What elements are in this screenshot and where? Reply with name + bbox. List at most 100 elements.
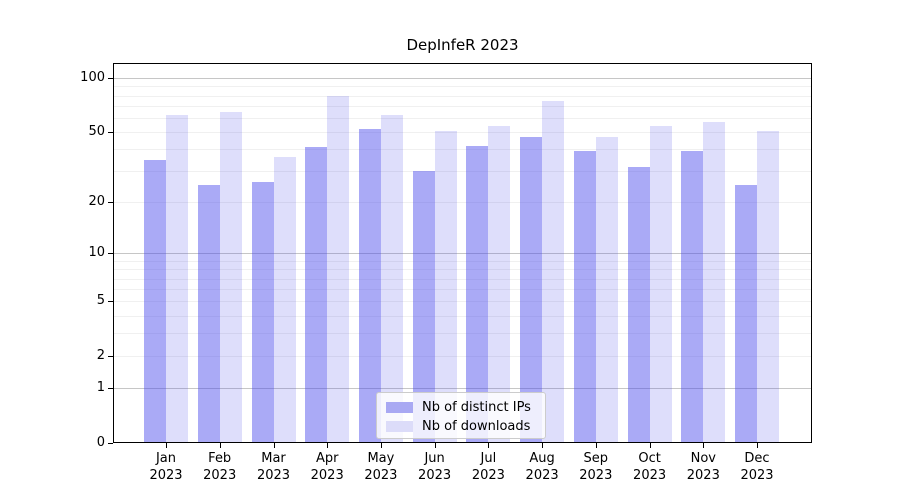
gridline-minor-y30 [113, 171, 812, 173]
x-tick-label-nov: Nov 2023 [673, 450, 733, 484]
bar-dec-downloads [757, 130, 779, 443]
x-tick-label-aug: Aug 2023 [512, 450, 572, 484]
gridline-minor-y8 [113, 269, 812, 271]
bar-dec-ips [735, 185, 757, 443]
bar-jul-ips [466, 145, 489, 443]
x-tick-oct [649, 443, 651, 448]
x-tick-label-year: 2023 [471, 468, 505, 483]
plot-area [113, 63, 812, 443]
bar-jan-ips [144, 159, 166, 443]
bar-feb-ips [197, 185, 220, 443]
bar-mar-downloads [273, 157, 296, 443]
bar-sep-downloads [595, 136, 618, 443]
gridline-minor-y2 [113, 356, 812, 358]
x-tick-label-year: 2023 [203, 468, 237, 483]
gridline-minor-y7 [113, 278, 812, 280]
y-tick-label-10: 10 [88, 245, 105, 261]
legend-label-distinct-ips: Nb of distinct IPs [422, 400, 531, 415]
gridline-minor-y90 [113, 86, 812, 88]
y-tick-label-100: 100 [80, 70, 105, 85]
gridline-major-y100 [113, 78, 812, 79]
x-tick-label-month: Jan [155, 451, 177, 466]
x-tick-label-month: Apr [315, 451, 339, 466]
x-tick-label-apr: Apr 2023 [297, 450, 357, 484]
x-tick-feb [219, 443, 221, 448]
x-tick-label-year: 2023 [633, 468, 667, 483]
x-tick-label-jun: Jun 2023 [405, 450, 465, 484]
gridline-minor-y50 [113, 132, 812, 133]
bar-may-ips [358, 129, 381, 443]
y-tick-1 [108, 388, 113, 390]
chart-title: DepInfeR 2023 [406, 36, 519, 54]
x-tick-sep [595, 443, 597, 448]
bar-jul-downloads [488, 126, 511, 443]
bar-apr-ips [305, 147, 328, 443]
legend-label-downloads: Nb of downloads [422, 419, 531, 434]
legend-item-downloads: Nb of downloads [386, 417, 536, 436]
bar-mar-ips [251, 182, 274, 443]
x-tick-label-may: May 2023 [351, 450, 411, 484]
x-tick-label-year: 2023 [579, 468, 613, 483]
x-tick-label-oct: Oct 2023 [620, 450, 680, 484]
bar-jun-downloads [434, 130, 457, 443]
y-tick-50 [108, 132, 113, 133]
gridline-minor-y20 [113, 202, 812, 204]
x-tick-label-month: Feb [208, 451, 232, 466]
x-tick-label-year: 2023 [418, 468, 452, 483]
x-tick-label-year: 2023 [256, 468, 291, 483]
y-tick-2 [108, 356, 113, 358]
bar-feb-downloads [219, 111, 242, 443]
x-tick-label-month: Jun [424, 451, 445, 466]
x-tick-label-month: Aug [529, 451, 555, 466]
legend: Nb of distinct IPs Nb of downloads [376, 392, 546, 439]
y-tick-5 [108, 301, 113, 303]
x-tick-label-year: 2023 [149, 468, 183, 483]
x-tick-aug [542, 443, 544, 448]
x-tick-jun [434, 443, 436, 448]
x-tick-label-month: May [367, 451, 395, 466]
x-tick-label-month: Dec [744, 451, 770, 466]
y-tick-100 [108, 78, 113, 79]
x-tick-label-month: Oct [638, 451, 661, 466]
bar-sep-ips [573, 151, 596, 443]
bar-aug-ips [520, 136, 543, 443]
y-tick-label-2: 2 [96, 348, 105, 364]
x-tick-may [380, 443, 382, 448]
legend-swatch-distinct-ips [386, 402, 413, 413]
x-tick-label-year: 2023 [310, 468, 344, 483]
gridline-minor-y3 [113, 333, 812, 335]
x-tick-jan [166, 443, 167, 448]
bar-jun-ips [412, 171, 435, 443]
x-tick-label-year: 2023 [686, 468, 720, 483]
x-tick-label-month: Mar [261, 451, 286, 466]
y-tick-20 [108, 202, 113, 204]
legend-swatch-downloads [386, 421, 413, 432]
x-tick-label-year: 2023 [740, 468, 774, 483]
x-tick-label-month: Jul [480, 451, 497, 466]
legend-item-distinct-ips: Nb of distinct IPs [386, 398, 536, 417]
gridline-minor-y40 [113, 149, 812, 151]
y-tick-label-50: 50 [88, 124, 105, 139]
x-tick-label-mar: Mar 2023 [244, 450, 304, 484]
gridline-minor-y6 [113, 289, 812, 291]
y-tick-0 [108, 443, 113, 444]
y-tick-label-1: 1 [96, 380, 105, 396]
bar-aug-downloads [542, 100, 565, 443]
x-tick-label-jul: Jul 2023 [458, 450, 518, 484]
x-tick-label-feb: Feb 2023 [190, 450, 250, 484]
x-tick-label-dec: Dec 2023 [727, 450, 787, 484]
gridline-minor-y80 [113, 95, 812, 97]
gridline-minor-y5 [113, 301, 812, 303]
y-tick-label-5: 5 [96, 293, 105, 309]
x-tick-label-jan: Jan 2023 [136, 450, 196, 484]
x-tick-nov [703, 443, 705, 448]
y-tick-10 [108, 253, 113, 255]
x-tick-label-sep: Sep 2023 [566, 450, 626, 484]
bar-oct-ips [627, 166, 650, 443]
gridline-minor-y60 [113, 117, 812, 119]
x-tick-mar [273, 443, 275, 448]
x-tick-label-year: 2023 [525, 468, 559, 483]
x-tick-apr [327, 443, 329, 448]
bar-may-downloads [380, 115, 403, 443]
